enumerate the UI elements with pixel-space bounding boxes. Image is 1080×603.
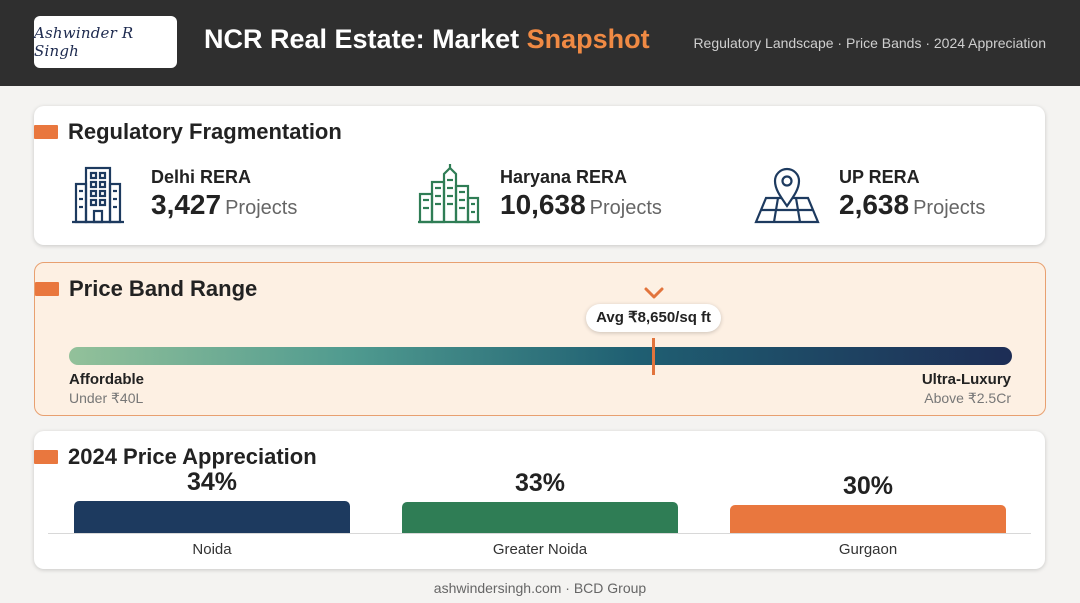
city-skyline-icon (418, 164, 480, 224)
appreciation-value: 33% (514, 468, 566, 497)
title-main: NCR Real Estate: Market (204, 24, 527, 54)
regulatory-card: Regulatory Fragmentation Delhi RERA 3,42… (34, 106, 1045, 245)
page-title: NCR Real Estate: Market Snapshot (204, 24, 650, 55)
section-marker (34, 125, 58, 139)
regulatory-heading: Regulatory Fragmentation (68, 119, 342, 144)
appreciation-value: 34% (186, 467, 238, 496)
reg-count-number: 10,638 (500, 189, 586, 220)
chevron-down-icon (644, 287, 664, 299)
appreciation-section-header: 2024 Price Appreciation (34, 444, 317, 469)
brand-logo: Ashwinder R Singh (34, 16, 177, 68)
map-pin-icon (754, 167, 820, 224)
reg-count: 3,427 Projects (151, 189, 297, 221)
reg-count-unit: Projects (913, 197, 986, 219)
reg-count: 10,638 Projects (500, 189, 662, 221)
footer-credit: ashwindersingh.com · BCD Group (433, 580, 647, 596)
appreciation-label: Gurgaon (838, 541, 898, 558)
appreciation-bar-greater-noida (402, 501, 678, 533)
ultra-luxury-sublabel: Above ₹2.5Cr (924, 390, 1011, 406)
price-band-section-header: Price Band Range (35, 276, 258, 301)
appreciation-card: 2024 Price Appreciation 34% Noida 33% Gr… (34, 431, 1045, 569)
price-band-card: Price Band Range Avg ₹8,650/sq ft Afford… (34, 262, 1046, 416)
appreciation-label: Noida (192, 541, 232, 558)
affordable-sublabel: Under ₹40L (69, 390, 144, 406)
office-building-icon (72, 166, 124, 224)
reg-name: Haryana RERA (500, 167, 628, 187)
price-gradient-bar (69, 347, 1012, 365)
reg-name: Delhi RERA (151, 167, 252, 187)
chart-baseline (48, 533, 1031, 534)
page-subtitle: Regulatory Landscape · Price Bands · 202… (693, 35, 1046, 51)
appreciation-value: 30% (842, 471, 894, 500)
average-price-badge: Avg ₹8,650/sq ft (586, 304, 722, 332)
section-marker (35, 282, 59, 296)
title-accent: Snapshot (526, 24, 650, 54)
appreciation-heading: 2024 Price Appreciation (68, 444, 317, 469)
appreciation-bar-gurgaon (730, 504, 1006, 533)
ultra-luxury-label: Ultra-Luxury (921, 371, 1011, 388)
section-marker (34, 450, 58, 464)
reg-count: 2,638 Projects (839, 189, 985, 221)
average-marker (652, 338, 656, 375)
affordable-label: Affordable (69, 371, 144, 388)
reg-name: UP RERA (839, 167, 920, 187)
regulatory-section-header: Regulatory Fragmentation (34, 119, 342, 144)
appreciation-label: Greater Noida (492, 541, 588, 558)
header: Ashwinder R Singh NCR Real Estate: Marke… (0, 0, 1080, 86)
reg-count-number: 3,427 (151, 189, 222, 220)
price-band-heading: Price Band Range (69, 276, 258, 301)
appreciation-bar-noida (74, 500, 350, 533)
reg-count-unit: Projects (589, 197, 662, 219)
reg-count-number: 2,638 (839, 189, 910, 220)
reg-count-unit: Projects (225, 197, 298, 219)
